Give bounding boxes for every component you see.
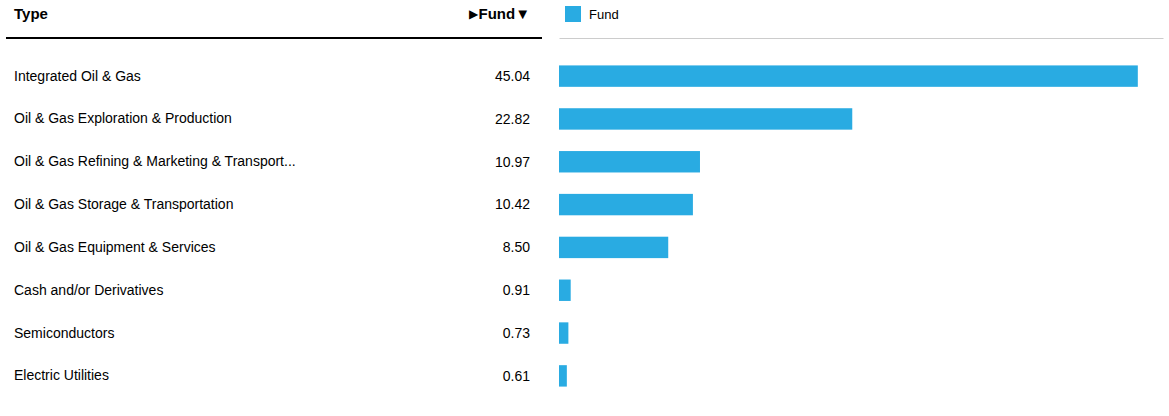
bar: [559, 365, 567, 386]
header-text: Type: [14, 5, 48, 22]
y-tick-label: Oil & Gas Equipment & Services: [14, 239, 216, 255]
header-text: ▶: [469, 7, 479, 21]
y-tick-label: Electric Utilities: [14, 367, 109, 383]
y-tick: Semiconductors: [14, 325, 114, 341]
bar: [559, 322, 568, 343]
data-label: 0.91: [503, 282, 530, 298]
data-label: 8.50: [503, 239, 530, 255]
data-label: 10.42: [495, 196, 530, 212]
legend-swatch: [565, 6, 581, 22]
y-tick-label: Oil & Gas Exploration & Production: [14, 110, 232, 126]
bar: [559, 151, 700, 172]
y-tick: Electric Utilities: [14, 367, 109, 383]
y-tick: Oil & Gas Equipment & Services: [14, 239, 216, 255]
y-tick-label: Integrated Oil & Gas: [14, 68, 141, 84]
legend: Fund: [565, 6, 619, 22]
header-separator: [6, 37, 542, 39]
bar: [559, 194, 693, 215]
y-tick: Oil & Gas Exploration & Production: [14, 110, 232, 126]
data-label: 45.04: [495, 68, 530, 84]
data-labels: 45.04 22.82 10.97 10.42 8.50 0.91 0.73 0.61: [495, 68, 530, 384]
bar: [559, 280, 571, 301]
y-tick-label: Oil & Gas Storage & Transportation: [14, 196, 233, 212]
y-tick-label: Semiconductors: [14, 325, 114, 341]
data-label: 22.82: [495, 111, 530, 127]
legend-label: Fund: [589, 7, 619, 22]
bar: [559, 237, 668, 258]
bars: [559, 65, 1138, 386]
data-label: 0.61: [503, 368, 530, 384]
chart-svg: 45.04 22.82 10.97 10.42 8.50 0.91 0.73 0.61 Inte…: [0, 0, 1169, 416]
header-text: Fund▼: [479, 5, 531, 22]
bar: [559, 65, 1138, 86]
y-tick-label: Cash and/or Derivatives: [14, 282, 163, 298]
y-tick: Oil & Gas Refining & Marketing & Transpo…: [14, 153, 296, 169]
chart-container: 45.04 22.82 10.97 10.42 8.50 0.91 0.73 0.61 Inte…: [0, 0, 1169, 416]
y-tick: Cash and/or Derivatives: [14, 282, 163, 298]
data-label: 10.97: [495, 154, 530, 170]
bar: [559, 108, 852, 129]
y-tick: Oil & Gas Storage & Transportation: [14, 196, 233, 212]
y-axis: Integrated Oil & Gas Oil & Gas Exploratio…: [14, 68, 296, 384]
x-axis-line: [560, 38, 1164, 39]
data-label: 0.73: [503, 325, 530, 341]
y-tick: Integrated Oil & Gas: [14, 68, 141, 84]
y-tick-label: Oil & Gas Refining & Marketing & Transpo…: [14, 153, 296, 169]
x-axis: [560, 38, 1164, 39]
